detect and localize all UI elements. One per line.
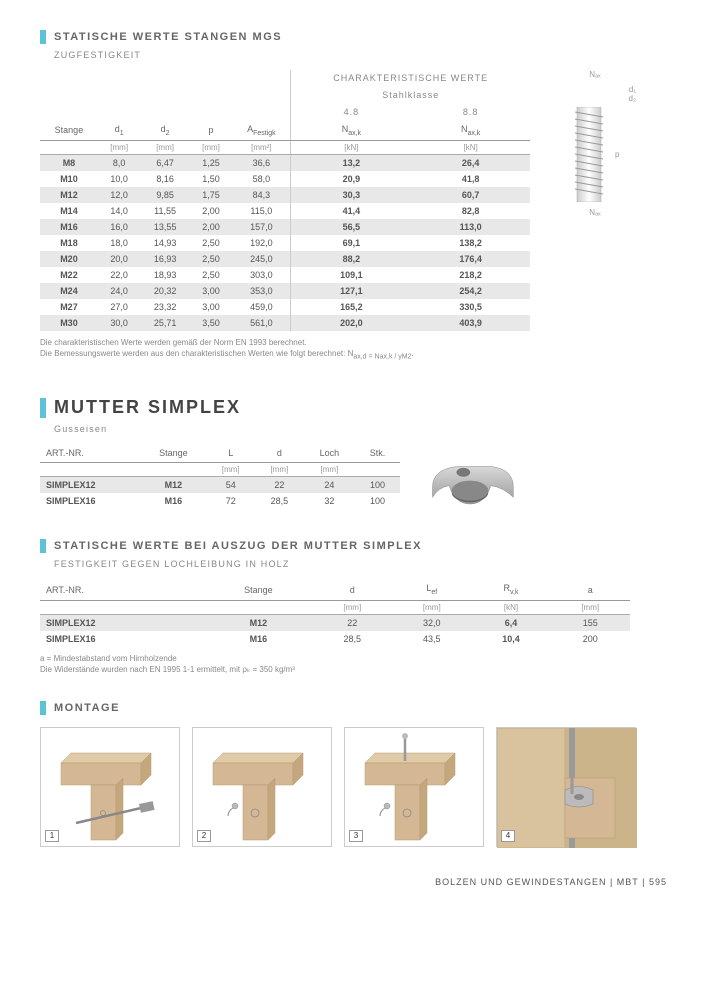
section2-subtitle: Gusseisen [54,424,667,434]
montage-step-3: 3 [344,727,484,847]
section1-header: STATISCHE WERTE STANGEN MGS [40,30,667,44]
table-statische-werte: CHARAKTERISTISCHE WERTE Stahlklasse 4.8 … [40,70,530,331]
section2-title: MUTTER SIMPLEX [54,397,241,418]
section1-title: STATISCHE WERTE STANGEN MGS [54,31,282,43]
montage-steps: 1 2 3 [40,727,667,847]
table-mutter-simplex: ART.-NR. Stange L d Loch Stk. [mm] [mm] … [40,444,400,509]
accent-marker [40,701,46,715]
table-auszug: ART.-NR. Stange d Lef Rv,k a [mm] [mm] [… [40,579,630,647]
montage-step-2: 2 [192,727,332,847]
section3-subtitle: FESTIGKEIT GEGEN LOCHLEIBUNG IN HOLZ [54,559,667,569]
section1-subtitle: ZUGFESTIGKEIT [54,50,667,60]
section3-footnote: a = Mindestabstand vom Hirnholzende Die … [40,653,667,675]
simplex-nut-illustration [420,444,520,514]
section3-title: STATISCHE WERTE BEI AUSZUG DER MUTTER SI… [54,540,422,552]
accent-marker [40,398,46,418]
montage-step-1: 1 [40,727,180,847]
section1-footnote: Die charakteristischen Werte werden gemä… [40,337,667,363]
montage-step-4: 4 [496,727,636,847]
super-header: CHARAKTERISTISCHE WERTE [291,70,530,87]
section4-title: MONTAGE [54,702,120,714]
accent-marker [40,30,46,44]
section2-header: MUTTER SIMPLEX [40,397,667,418]
thread-diagram: Nₐₓ d₁ d₂ p Nₐₓ [550,70,640,217]
page-footer: BOLZEN UND GEWINDESTANGEN | MBT | 595 [40,877,667,887]
section4-header: MONTAGE [40,701,667,715]
accent-marker [40,539,46,553]
svg-text:p: p [615,150,620,159]
section3-header: STATISCHE WERTE BEI AUSZUG DER MUTTER SI… [40,539,667,553]
